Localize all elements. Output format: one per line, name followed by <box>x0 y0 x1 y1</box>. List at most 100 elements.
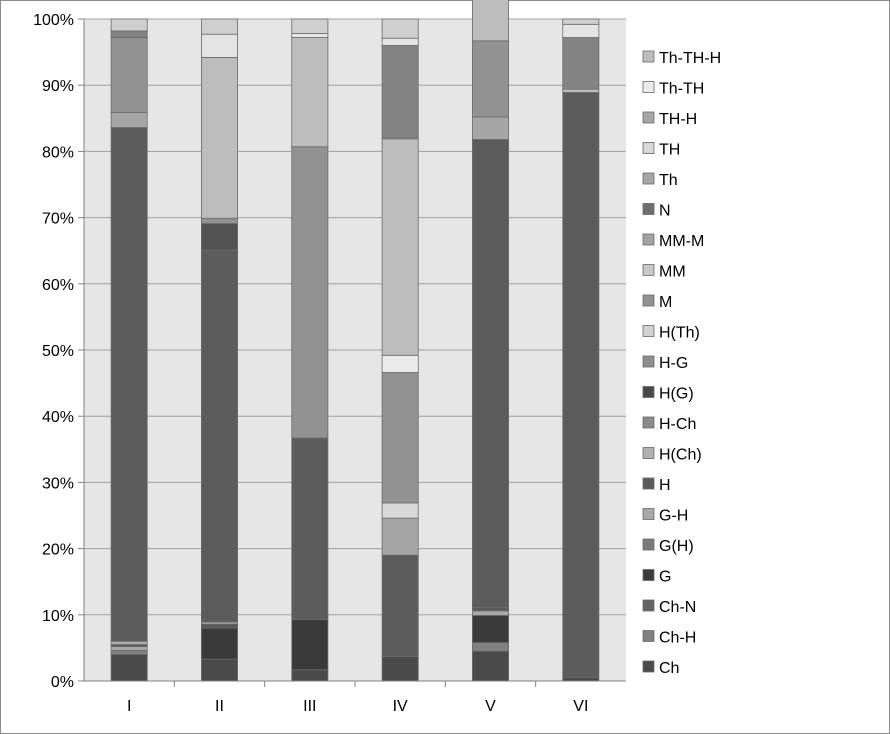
bar-segment <box>110 18 148 32</box>
legend-swatch <box>642 477 655 490</box>
legend-swatch <box>642 325 655 337</box>
legend-label: M <box>659 294 672 311</box>
legend-label: N <box>659 203 671 220</box>
bar-segment <box>291 619 329 671</box>
y-tick-label: 10% <box>42 608 74 625</box>
legend-label: H <box>659 477 671 494</box>
y-tick-label: 80% <box>42 144 74 161</box>
bar-segment <box>201 217 238 224</box>
y-tick-label: 30% <box>42 475 74 492</box>
bar-segment <box>381 502 419 519</box>
legend-swatch <box>642 294 655 307</box>
bar-segment <box>381 517 419 556</box>
legend-label: Th-TH <box>659 81 704 98</box>
legend-swatch <box>642 569 655 581</box>
bar-segment <box>472 610 509 616</box>
bar-segment <box>201 223 238 251</box>
legend-label: MM-M <box>659 233 704 250</box>
x-tick-label: I <box>127 698 131 715</box>
y-tick-label: 20% <box>42 542 74 559</box>
legend-swatch <box>642 264 655 276</box>
bar-segment <box>201 56 238 219</box>
bar-segment <box>110 111 148 128</box>
bars <box>110 0 600 682</box>
bar-segment <box>291 437 329 620</box>
bar-segment <box>201 658 238 682</box>
legend-label: Ch <box>659 660 679 677</box>
bar-segment <box>381 18 419 39</box>
legend-swatch <box>642 538 655 551</box>
bar-segment <box>110 127 148 642</box>
bar-segment <box>110 37 148 113</box>
legend-swatch <box>642 81 655 93</box>
bar-segment <box>472 642 509 652</box>
bar-segment <box>562 37 600 90</box>
legend-label: Th <box>659 172 678 189</box>
bar-segment <box>562 92 600 679</box>
bar-segment <box>110 650 148 655</box>
bar-segment <box>381 656 419 682</box>
bar-segment <box>110 640 148 645</box>
legend-label: MM <box>659 264 686 281</box>
bar-segment <box>472 607 509 612</box>
bar-segment <box>381 354 419 373</box>
bar-segment <box>472 615 509 644</box>
legend-label: H(G) <box>659 386 694 403</box>
legend-swatch <box>642 172 655 185</box>
bar-segment <box>381 554 419 657</box>
bar-segment <box>562 23 600 38</box>
legend-swatch <box>642 111 655 124</box>
legend-label: H-G <box>659 355 688 372</box>
legend-label: Ch-N <box>659 599 696 616</box>
legend-label: TH <box>659 142 680 159</box>
bar-segment <box>110 654 148 682</box>
bar-segment <box>381 45 419 140</box>
legend-label: H(Ch) <box>659 447 702 464</box>
legend-label: G(H) <box>659 538 694 555</box>
bar-segment <box>201 33 238 58</box>
y-tick-label: 50% <box>42 343 74 360</box>
bar-segment <box>291 33 329 38</box>
y-tick-label: 0% <box>51 674 74 691</box>
x-tick-label: III <box>303 698 316 715</box>
bar-segment <box>201 249 238 623</box>
y-tick-labels: 0% 10% 20% 30% 40% 50% 60% 70% 80% 90% 100% <box>33 12 74 691</box>
bar-segment <box>472 40 509 118</box>
x-tick-label: II <box>215 698 224 715</box>
x-tick-labels: I II III IV V VI <box>127 681 588 715</box>
bar-segment <box>472 116 509 140</box>
bar-segment <box>201 18 238 35</box>
legend-swatch <box>642 630 655 642</box>
x-tick-label: IV <box>393 698 408 715</box>
legend-label: H-Ch <box>659 416 696 433</box>
legend-swatch <box>642 386 655 398</box>
bar-segment <box>381 138 419 356</box>
y-tick-label: 100% <box>33 12 74 29</box>
bar-segment <box>381 372 419 504</box>
bar-segment <box>472 139 509 608</box>
legend-label: Ch-H <box>659 630 696 647</box>
bar-segment <box>291 669 329 682</box>
bar-segment <box>110 30 148 38</box>
legend-swatch <box>642 203 655 215</box>
legend-label: G <box>659 569 671 586</box>
legend-swatch <box>642 142 655 154</box>
bar-segment <box>562 88 600 93</box>
legend-swatch <box>642 416 655 429</box>
legend-swatch <box>642 233 655 246</box>
legend-label: Th-TH-H <box>659 50 721 67</box>
legend-swatch <box>642 355 655 368</box>
y-tick-label: 40% <box>42 409 74 426</box>
legend-label: G-H <box>659 508 688 525</box>
x-tick-label: VI <box>573 698 588 715</box>
bar-segment <box>110 646 148 651</box>
bar-segment <box>381 37 419 46</box>
legend: Th-TH-HTh-THTH-HTHThNMM-MMMMH(Th)H-GH(G)… <box>642 50 721 677</box>
bar-segment <box>201 623 238 629</box>
legend-swatch <box>642 508 655 520</box>
legend-label: H(Th) <box>659 325 700 342</box>
bar-segment <box>472 0 509 42</box>
legend-swatch <box>642 660 655 673</box>
y-tick-label: 60% <box>42 277 74 294</box>
x-tick-label: V <box>485 698 496 715</box>
